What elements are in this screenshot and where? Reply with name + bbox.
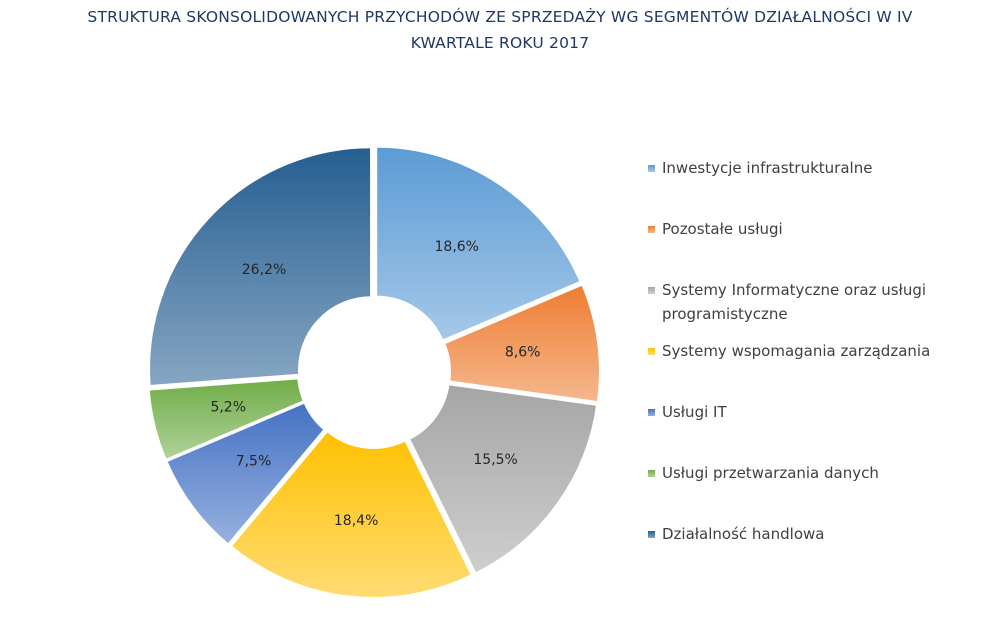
data-label-systemy-informatyczne-oraz-uslugi-programistyczne: 15,5% xyxy=(473,452,517,468)
chart-title: STRUKTURA SKONSOLIDOWANYCH PRZYCHODÓW ZE… xyxy=(0,4,1000,56)
legend-swatch-icon xyxy=(648,470,655,477)
data-label-uslugi-przetwarzania-danych: 5,2% xyxy=(210,399,246,415)
chart-legend: Inwestycje infrastrukturalne Pozostałe us… xyxy=(648,156,993,583)
chart-title-line-1: STRUKTURA SKONSOLIDOWANYCH PRZYCHODÓW ZE… xyxy=(87,8,913,26)
slice-uslugi-przetwarzania-danych xyxy=(147,377,306,462)
legend-item-systemy-informatyczne-oraz-uslugi-programistyczne: Systemy Informatyczne oraz usługi progra… xyxy=(648,278,993,339)
legend-item-dzialalnosc-handlowa: Działalność handlowa xyxy=(648,522,993,583)
legend-swatch-icon xyxy=(648,226,655,233)
slice-systemy-wspomagania-zarzadzania xyxy=(229,429,474,599)
slice-inwestycje-infrastrukturalne xyxy=(375,145,582,342)
legend-label: Pozostałe usługi xyxy=(662,220,783,238)
data-label-uslugi-it: 7,5% xyxy=(236,453,272,469)
legend-item-uslugi-it: Usługi IT xyxy=(648,400,993,461)
slice-systemy-informatyczne-oraz-uslugi-programistyczne xyxy=(407,383,599,575)
slice-uslugi-it xyxy=(165,401,326,546)
legend-label: Usługi IT xyxy=(662,403,727,421)
legend-swatch-icon xyxy=(648,409,655,416)
donut-data-labels: 18,6% 8,6% 15,5% 18,4% 7,5% 5,2% 26,2% xyxy=(210,239,540,529)
legend-swatch-icon xyxy=(648,287,655,294)
legend-item-uslugi-przetwarzania-danych: Usługi przetwarzania danych xyxy=(648,461,993,522)
data-label-systemy-wspomagania-zarzadzania: 18,4% xyxy=(334,513,378,529)
data-label-inwestycje-infrastrukturalne: 18,6% xyxy=(435,239,479,255)
legend-item-systemy-wspomagania-zarzadzania: Systemy wspomagania zarządzania xyxy=(648,339,993,400)
donut-slices xyxy=(147,145,601,599)
legend-item-pozostale-uslugi: Pozostałe usługi xyxy=(648,217,993,278)
slice-dzialalnosc-handlowa xyxy=(148,146,373,388)
legend-label: Usługi przetwarzania danych xyxy=(662,464,879,482)
slice-pozostale-uslugi xyxy=(442,283,601,404)
legend-label: Systemy Informatyczne oraz usługi progra… xyxy=(662,281,927,323)
legend-label: Systemy wspomagania zarządzania xyxy=(662,342,931,360)
data-label-pozostale-uslugi: 8,6% xyxy=(505,344,541,360)
legend-swatch-icon xyxy=(648,165,655,172)
chart-title-line-2: KWARTALE ROKU 2017 xyxy=(410,34,590,52)
legend-swatch-icon xyxy=(648,531,655,538)
legend-item-inwestycje-infrastrukturalne: Inwestycje infrastrukturalne xyxy=(648,156,993,217)
legend-swatch-icon xyxy=(648,348,655,355)
legend-label: Inwestycje infrastrukturalne xyxy=(662,159,873,177)
legend-label: Działalność handlowa xyxy=(662,525,825,543)
data-label-dzialalnosc-handlowa: 26,2% xyxy=(242,262,286,278)
